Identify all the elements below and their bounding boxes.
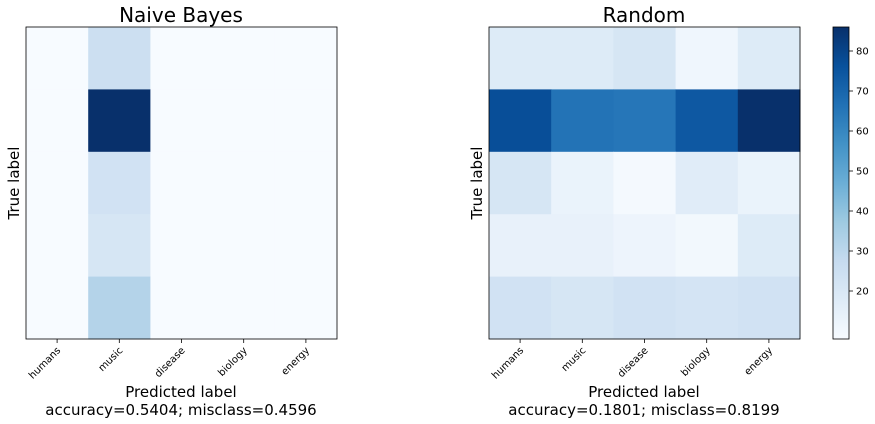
- heatmap-cell: [212, 214, 276, 278]
- heatmap-cell: [737, 214, 801, 278]
- heatmap-cell: [737, 151, 801, 215]
- heatmap-cell: [212, 276, 276, 340]
- accuracy-text: accuracy=0.1801; misclass=0.8199: [508, 401, 779, 419]
- x-tick-labels: humans music disease biology energy: [490, 339, 775, 381]
- heatmap-cell: [737, 27, 801, 90]
- x-tick-label: humans: [490, 345, 526, 381]
- heatmap-cell: [489, 214, 552, 278]
- heatmap-cell: [212, 151, 276, 215]
- heatmap-cell: [675, 214, 739, 278]
- heatmap-cell: [274, 89, 338, 153]
- heatmap-cell: [675, 276, 739, 340]
- colorbar-ticks: 20 30 40 50 60 70 80: [849, 47, 869, 298]
- x-tick-label: energy: [280, 345, 312, 377]
- x-axis-label: Predicted label: [125, 383, 236, 401]
- heatmap-cell: [737, 276, 801, 340]
- heatmap-cell: [150, 89, 214, 153]
- heatmap-cell: [88, 151, 151, 215]
- heatmap-cell: [274, 214, 338, 278]
- panel-naive-bayes: Naive Bayes humans music disease biology ene…: [5, 3, 338, 419]
- heatmap-cell: [551, 89, 614, 153]
- heatmap-cell: [613, 89, 677, 153]
- heatmap-cell: [88, 214, 151, 278]
- heatmap-cell: [551, 276, 614, 340]
- heatmap-cell: [88, 89, 151, 153]
- heatmap-cell: [551, 214, 614, 278]
- colorbar-tick-label: 30: [856, 247, 869, 258]
- heatmap-cell: [675, 89, 739, 153]
- heatmap-cell: [613, 214, 677, 278]
- heatmap-cell: [489, 89, 552, 153]
- heatmap-cell: [551, 151, 614, 215]
- colorbar-tick-label: 20: [856, 287, 869, 298]
- colorbar-tick-label: 40: [856, 207, 869, 218]
- y-axis-label: True label: [5, 147, 23, 221]
- heatmap-cell: [613, 27, 677, 90]
- heatmap-cell: [489, 151, 552, 215]
- colorbar-tick-label: 60: [856, 127, 869, 138]
- heatmap-cell: [675, 151, 739, 215]
- heatmap-cells: [26, 27, 338, 340]
- x-axis-label: Predicted label: [588, 383, 699, 401]
- heatmap-cell: [675, 27, 739, 90]
- heatmap-cells: [489, 27, 801, 340]
- heatmap-cell: [212, 89, 276, 153]
- x-tick-label: music: [560, 345, 589, 374]
- heatmap-cell: [150, 276, 214, 340]
- x-tick-label: music: [97, 345, 126, 374]
- x-tick-label: humans: [27, 345, 63, 381]
- heatmap-cell: [613, 151, 677, 215]
- chart-title: Naive Bayes: [119, 3, 243, 27]
- heatmap-cell: [613, 276, 677, 340]
- heatmap-cell: [150, 214, 214, 278]
- accuracy-text: accuracy=0.5404; misclass=0.4596: [45, 401, 316, 419]
- x-tick-label: biology: [679, 345, 713, 379]
- heatmap-cell: [274, 151, 338, 215]
- y-axis-label: True label: [468, 147, 486, 221]
- x-tick-label: disease: [616, 345, 651, 380]
- panel-random: Random humans music disease biology energy T…: [468, 3, 801, 419]
- heatmap-cell: [150, 151, 214, 215]
- heatmap-cell: [26, 89, 89, 153]
- heatmap-cell: [26, 151, 89, 215]
- heatmap-cell: [26, 214, 89, 278]
- heatmap-cell: [551, 27, 614, 90]
- colorbar-tick-label: 50: [856, 167, 869, 178]
- heatmap-cell: [274, 276, 338, 340]
- x-tick-label: disease: [153, 345, 188, 380]
- heatmap-cell: [489, 276, 552, 340]
- heatmap-cell: [274, 27, 338, 90]
- heatmap-cell: [26, 27, 89, 90]
- heatmap-cell: [150, 27, 214, 90]
- heatmap-cell: [737, 89, 801, 153]
- chart-title: Random: [603, 3, 686, 27]
- colorbar-gradient: [832, 26, 850, 340]
- colorbar-tick-label: 70: [856, 87, 869, 98]
- x-tick-labels: humans music disease biology energy: [27, 339, 312, 381]
- heatmap-cell: [88, 27, 151, 90]
- colorbar: 20 30 40 50 60 70 80: [832, 26, 869, 340]
- heatmap-cell: [26, 276, 89, 340]
- x-tick-label: biology: [216, 345, 250, 379]
- x-tick-label: energy: [743, 345, 775, 377]
- heatmap-cell: [489, 27, 552, 90]
- heatmap-cell: [212, 27, 276, 90]
- colorbar-tick-label: 80: [856, 47, 869, 58]
- heatmap-cell: [88, 276, 151, 340]
